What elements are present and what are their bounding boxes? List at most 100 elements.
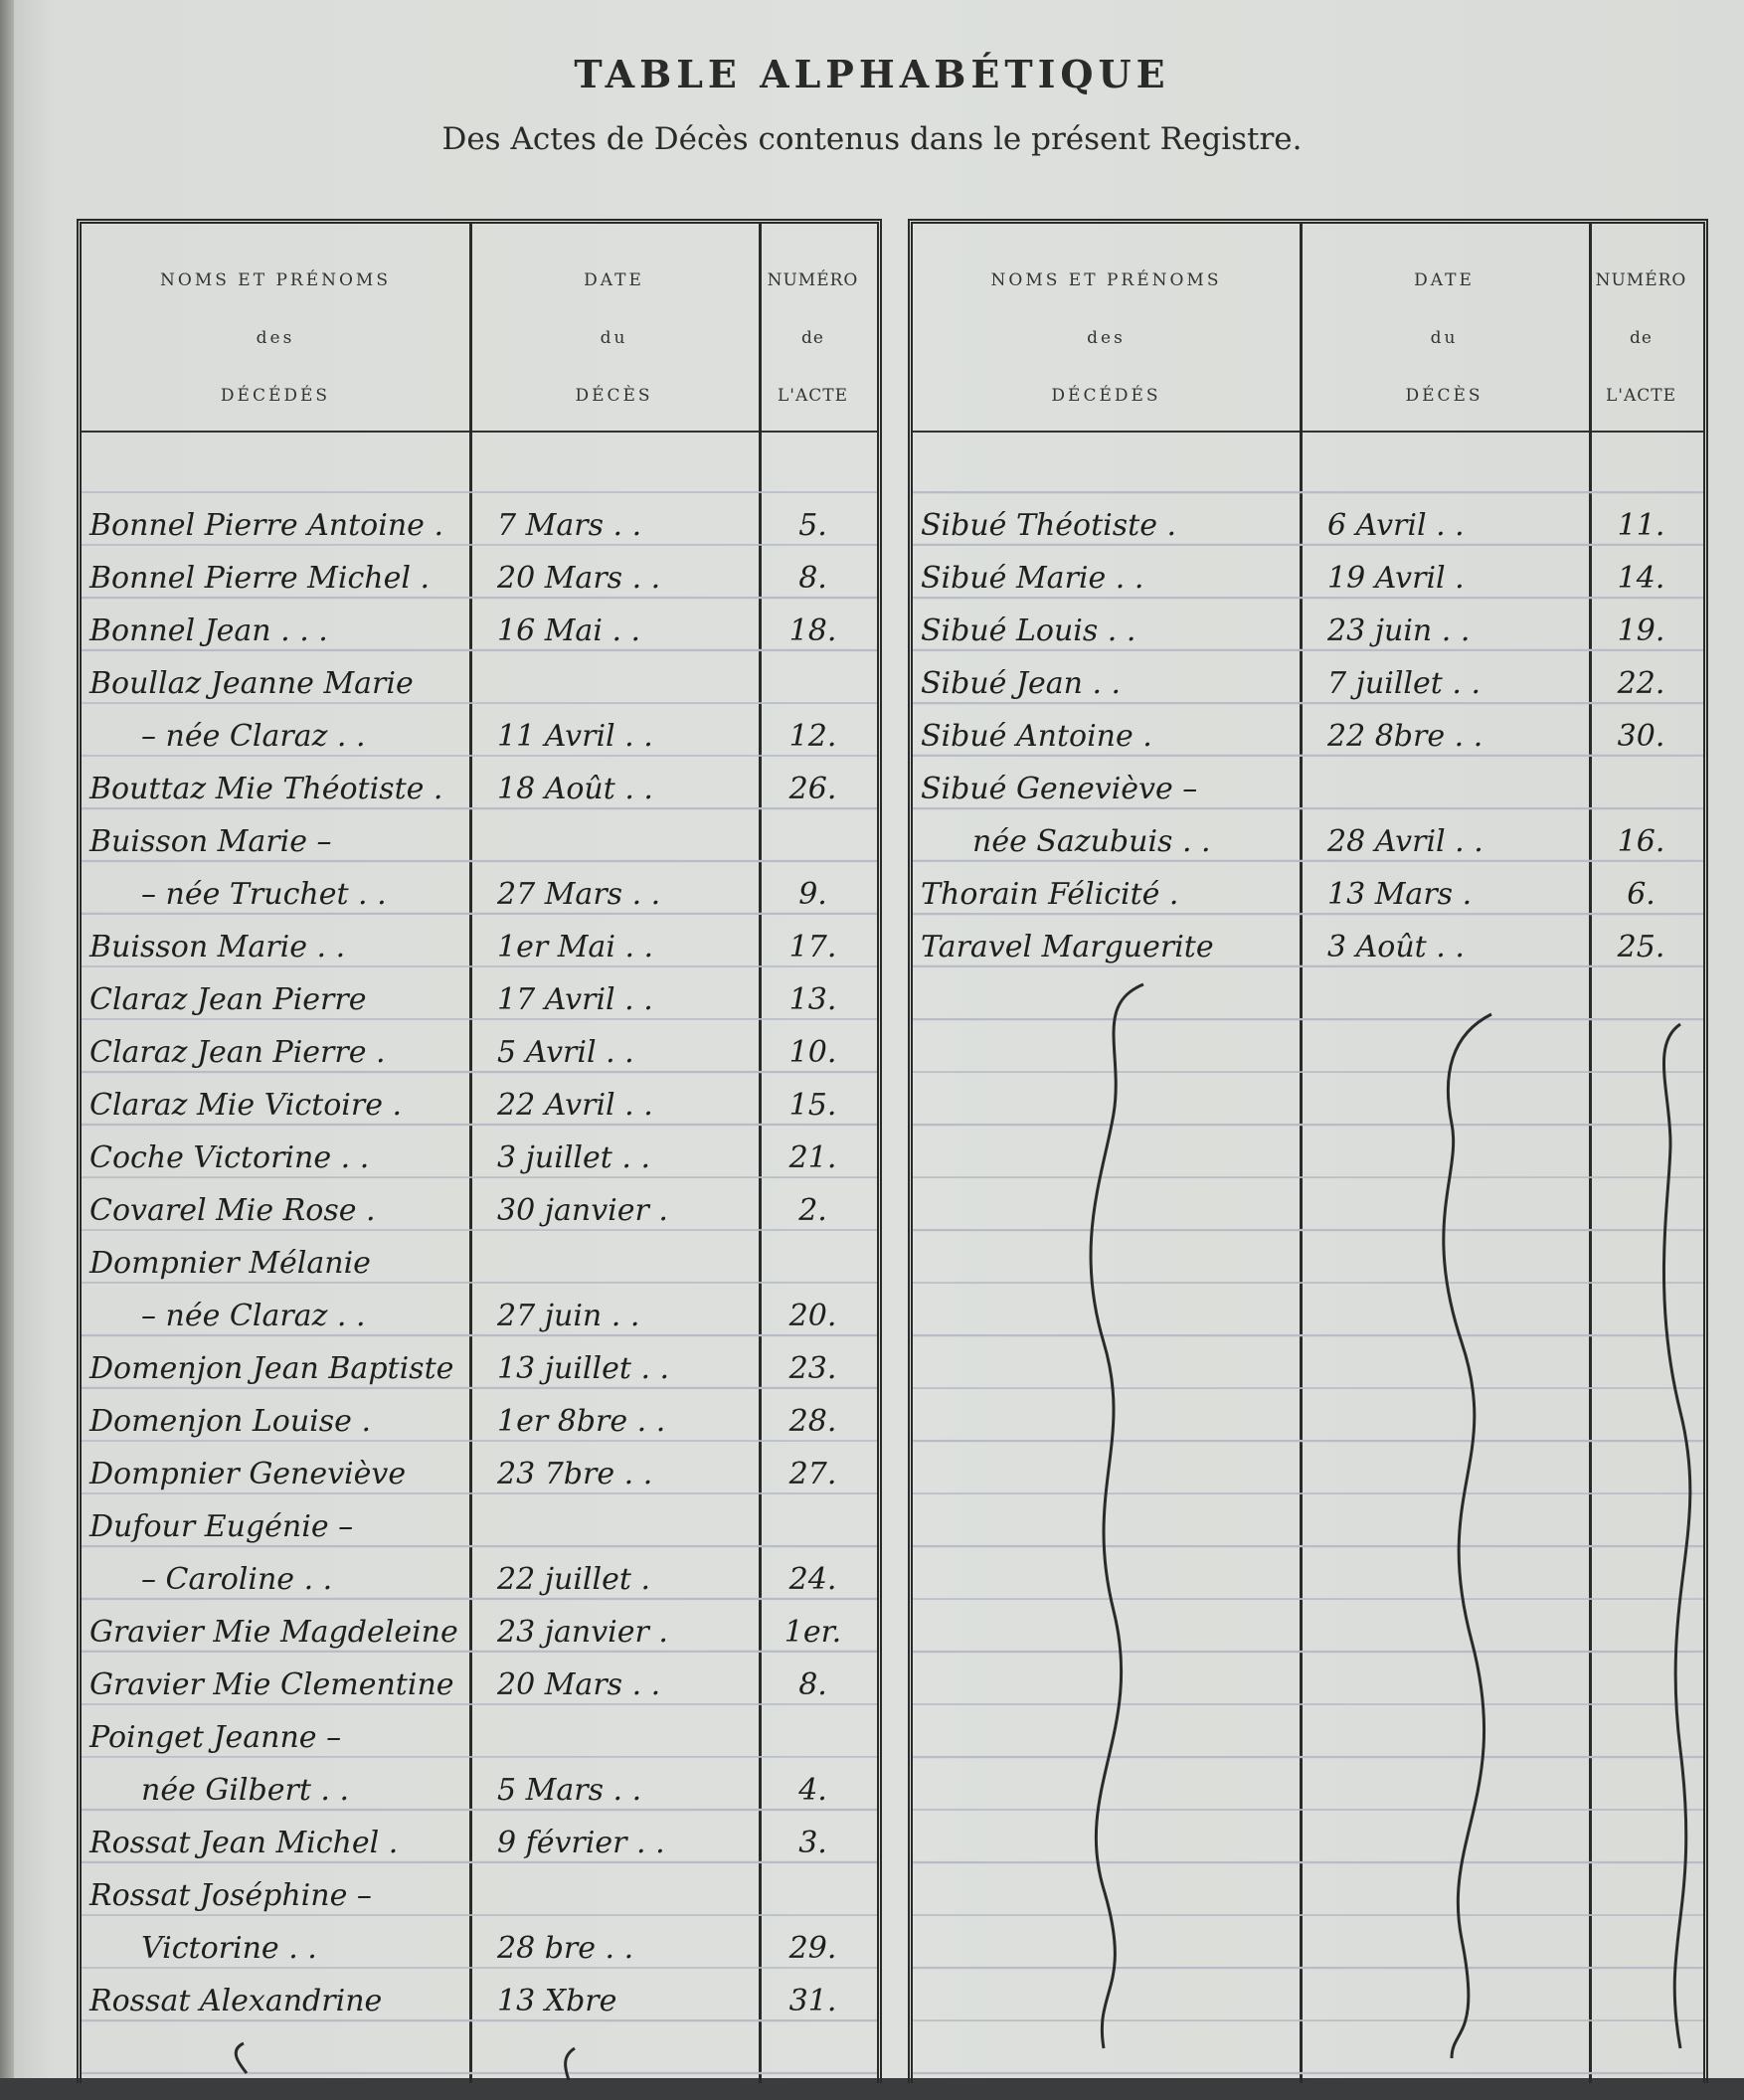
table-row: – née Truchet . . 27 Mars . . 9. <box>82 863 877 916</box>
table-row: Gravier Mie Magdeleine 23 janvier . 1er. <box>82 1601 877 1654</box>
death-date: 7 Mars . . <box>497 508 642 543</box>
death-date: 11 Avril . . <box>497 719 653 754</box>
header-names: NOMS ET PRÉNOMS des DÉCÉDÉS <box>82 252 469 425</box>
act-number: 14. <box>1617 561 1665 596</box>
table-row: Buisson Marie – <box>82 810 877 863</box>
deceased-name: Claraz Jean Pierre <box>89 982 367 1017</box>
death-date: 20 Mars . . <box>497 1667 661 1702</box>
deceased-name: – née Truchet . . <box>141 877 387 912</box>
table-row: Sibué Geneviève – <box>913 758 1703 810</box>
table-row: Coche Victorine . . 3 juillet . . 21. <box>82 1127 877 1179</box>
death-date: 13 juillet . . <box>497 1351 670 1386</box>
death-date: 17 Avril . . <box>497 982 653 1017</box>
header-date: DATE du DÉCÈS <box>1300 252 1589 425</box>
death-date: 9 février . . <box>497 1826 665 1860</box>
right-table: NOMS ET PRÉNOMS des DÉCÉDÉS DATE du DÉCÈS NUMÉ… <box>908 219 1708 2083</box>
act-number: 13. <box>788 982 837 1017</box>
deceased-name: Domenjon Louise . <box>89 1404 371 1439</box>
deceased-name: – née Claraz . . <box>141 1299 366 1333</box>
act-number: 9. <box>798 877 827 912</box>
act-number: 22. <box>1617 666 1665 701</box>
table-row: Bonnel Pierre Antoine . 7 Mars . . 5. <box>82 494 877 547</box>
table-row: Rossat Jean Michel . 9 février . . 3. <box>82 1812 877 1864</box>
table-row: Bouttaz Mie Théotiste . 18 Août . . 26. <box>82 758 877 810</box>
act-number: 12. <box>788 719 837 754</box>
header-number: NUMÉRO de L'ACTE <box>1589 252 1693 425</box>
deceased-name: Dompnier Geneviève <box>89 1457 407 1491</box>
deceased-name: Rossat Jean Michel . <box>89 1826 399 1860</box>
table-row: Dompnier Mélanie <box>82 1232 877 1285</box>
page-subtitle: Des Actes de Décès contenus dans le prés… <box>441 121 1303 157</box>
deceased-name: Poinget Jeanne – <box>89 1720 342 1755</box>
act-number: 6. <box>1627 877 1656 912</box>
death-date: 28 Avril . . <box>1327 824 1483 859</box>
header-line: NUMÉRO <box>767 270 859 290</box>
table-row: Claraz Jean Pierre . 5 Avril . . 10. <box>82 1021 877 1074</box>
header-line: DÉCÉDÉS <box>220 386 331 406</box>
table-row: Sibué Marie . . 19 Avril . 14. <box>913 547 1703 600</box>
death-date: 3 Août . . <box>1327 930 1465 964</box>
deceased-name: Bonnel Jean . . . <box>89 613 328 648</box>
table-row: Bonnel Pierre Michel . 20 Mars . . 8. <box>82 547 877 600</box>
header-date: DATE du DÉCÈS <box>469 252 759 425</box>
act-number: 16. <box>1617 824 1665 859</box>
act-number: 11. <box>1617 508 1665 543</box>
act-number: 27. <box>788 1457 837 1491</box>
table-row: Sibué Théotiste . 6 Avril . . 11. <box>913 494 1703 547</box>
table-row: Domenjon Louise . 1er 8bre . . 28. <box>82 1390 877 1443</box>
act-number: 31. <box>788 1984 837 2018</box>
act-number: 24. <box>788 1562 837 1597</box>
table-row: Domenjon Jean Baptiste 13 juillet . . 23. <box>82 1337 877 1390</box>
deceased-name: Claraz Mie Victoire . <box>89 1088 403 1123</box>
act-number: 29. <box>788 1931 837 1966</box>
table-row: Covarel Mie Rose . 30 janvier . 2. <box>82 1179 877 1232</box>
act-number: 30. <box>1617 719 1665 754</box>
table-row: Claraz Mie Victoire . 22 Avril . . 15. <box>82 1074 877 1127</box>
death-date: 1er 8bre . . <box>497 1404 666 1439</box>
header-line: DATE <box>584 270 644 290</box>
binding-edge <box>0 0 16 2100</box>
death-date: 23 juin . . <box>1327 613 1471 648</box>
page-title: TABLE ALPHABÉTIQUE <box>574 52 1170 96</box>
header-line: de <box>1630 328 1653 348</box>
deceased-name: – née Claraz . . <box>141 719 366 754</box>
deceased-name: Gravier Mie Magdeleine <box>89 1615 458 1650</box>
table-row: Thorain Félicité . 13 Mars . 6. <box>913 863 1703 916</box>
death-date: 20 Mars . . <box>497 561 661 596</box>
death-date: 27 Mars . . <box>497 877 661 912</box>
deceased-name: Dufour Eugénie – <box>89 1509 354 1544</box>
act-number: 15. <box>788 1088 837 1123</box>
deceased-name: Sibué Marie . . <box>921 561 1144 596</box>
left-table: NOMS ET PRÉNOMS des DÉCÉDÉS DATE du DÉCÈS NUMÉ… <box>77 219 882 2083</box>
death-date: 22 Avril . . <box>497 1088 653 1123</box>
table-row: Dufour Eugénie – <box>82 1495 877 1548</box>
deceased-name: Buisson Marie . . <box>89 930 346 964</box>
death-date: 22 juillet . <box>497 1562 650 1597</box>
death-date: 23 janvier . <box>497 1615 668 1650</box>
deceased-name: Covarel Mie Rose . <box>89 1193 376 1228</box>
deceased-name: Dompnier Mélanie <box>89 1246 371 1281</box>
header-line: des <box>1087 328 1126 348</box>
header-line: L'ACTE <box>1606 386 1676 406</box>
table-row: Poinget Jeanne – <box>82 1706 877 1759</box>
table-row: – née Claraz . . 11 Avril . . 12. <box>82 705 877 758</box>
death-date: 27 juin . . <box>497 1299 640 1333</box>
deceased-name: née Gilbert . . <box>141 1773 350 1808</box>
death-date: 13 Xbre <box>497 1984 617 2018</box>
deceased-name: Sibué Antoine . <box>921 719 1152 754</box>
act-number: 25. <box>1617 930 1665 964</box>
deceased-name: Victorine . . <box>141 1931 317 1966</box>
death-date: 28 bre . . <box>497 1931 634 1966</box>
table-row: Boullaz Jeanne Marie <box>82 652 877 705</box>
table-row: née Sazubuis . . 28 Avril . . 16. <box>913 810 1703 863</box>
header-number: NUMÉRO de L'ACTE <box>759 252 867 425</box>
act-number: 8. <box>798 1667 827 1702</box>
deceased-name: Thorain Félicité . <box>921 877 1179 912</box>
table-row: Sibué Antoine . 22 8bre . . 30. <box>913 705 1703 758</box>
header-line: du <box>600 328 628 348</box>
death-date: 16 Mai . . <box>497 613 641 648</box>
deceased-name: Rossat Joséphine – <box>89 1878 372 1913</box>
act-number: 4. <box>798 1773 827 1808</box>
deceased-name: Bouttaz Mie Théotiste . <box>89 772 443 806</box>
deceased-name: – Caroline . . <box>141 1562 333 1597</box>
